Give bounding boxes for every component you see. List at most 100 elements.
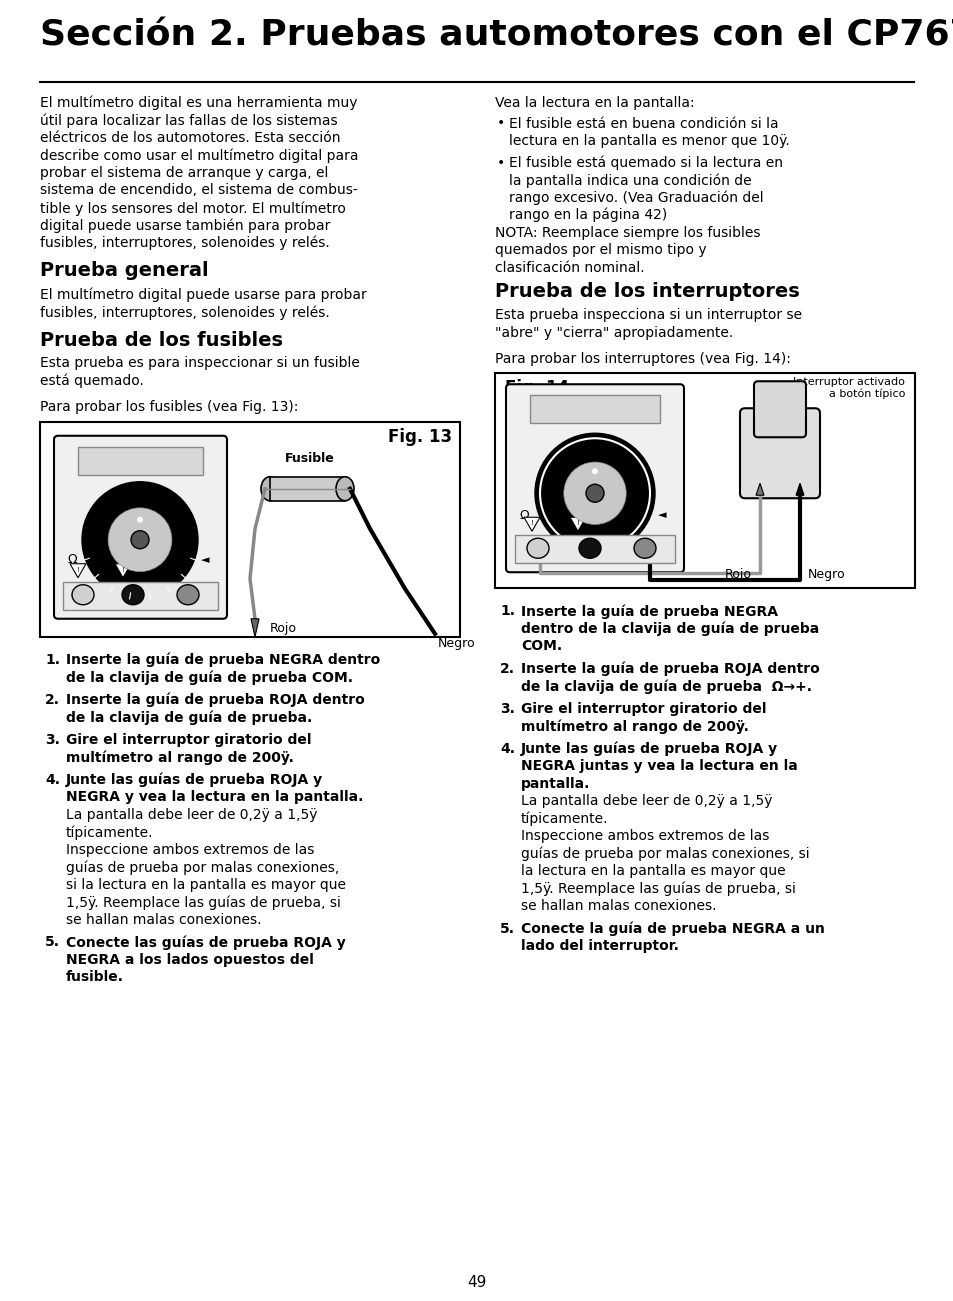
Text: multímetro al rango de 200ÿ.: multímetro al rango de 200ÿ. <box>66 751 294 765</box>
Text: Inserte la guía de prueba NEGRA: Inserte la guía de prueba NEGRA <box>520 604 778 619</box>
Text: Fusible: Fusible <box>285 451 335 464</box>
Text: 2.: 2. <box>45 692 60 706</box>
Text: de la clavija de guía de prueba  Ω→+.: de la clavija de guía de prueba Ω→+. <box>520 679 811 693</box>
Ellipse shape <box>634 539 656 558</box>
FancyBboxPatch shape <box>753 381 805 437</box>
Text: útil para localizar las fallas de los sistemas: útil para localizar las fallas de los si… <box>40 113 337 127</box>
Text: 5.: 5. <box>45 935 60 950</box>
Text: Inserte la guía de prueba NEGRA dentro: Inserte la guía de prueba NEGRA dentro <box>66 653 380 667</box>
Bar <box>270 476 345 501</box>
Polygon shape <box>569 518 585 531</box>
Text: 5.: 5. <box>499 921 515 935</box>
Ellipse shape <box>177 584 199 605</box>
Text: Junte las guías de prueba ROJA y: Junte las guías de prueba ROJA y <box>520 742 778 756</box>
Text: 4.: 4. <box>45 773 60 787</box>
Text: si la lectura en la pantalla es mayor que: si la lectura en la pantalla es mayor qu… <box>66 878 346 891</box>
Text: •: • <box>497 156 505 169</box>
Polygon shape <box>523 518 539 531</box>
Circle shape <box>592 468 598 475</box>
Text: Fig. 13: Fig. 13 <box>388 428 452 446</box>
Text: Conecte las guías de prueba ROJA y: Conecte las guías de prueba ROJA y <box>66 935 345 950</box>
Text: 3.: 3. <box>499 701 515 716</box>
Text: está quemado.: está quemado. <box>40 373 144 389</box>
Text: digital puede usarse también para probar: digital puede usarse también para probar <box>40 219 330 233</box>
Text: Negro: Negro <box>807 569 844 582</box>
Text: describe como usar el multímetro digital para: describe como usar el multímetro digital… <box>40 148 358 163</box>
Circle shape <box>131 531 149 549</box>
Text: tible y los sensores del motor. El multímetro: tible y los sensores del motor. El multí… <box>40 200 346 216</box>
Text: Rojo: Rojo <box>270 622 296 635</box>
Text: Junte las guías de prueba ROJA y: Junte las guías de prueba ROJA y <box>66 773 323 787</box>
Text: Gire el interruptor giratorio del: Gire el interruptor giratorio del <box>520 701 765 716</box>
Polygon shape <box>795 483 803 496</box>
Text: !: ! <box>76 567 79 572</box>
Text: Inspeccione ambos extremos de las: Inspeccione ambos extremos de las <box>520 829 768 843</box>
Polygon shape <box>251 619 258 636</box>
Text: NEGRA a los lados opuestos del: NEGRA a los lados opuestos del <box>66 952 314 967</box>
Ellipse shape <box>71 584 94 605</box>
Text: NEGRA juntas y vea la lectura en la: NEGRA juntas y vea la lectura en la <box>520 760 797 773</box>
Text: Prueba de los interruptores: Prueba de los interruptores <box>495 282 799 301</box>
Circle shape <box>585 484 603 502</box>
Text: Esta prueba es para inspeccionar si un fusible: Esta prueba es para inspeccionar si un f… <box>40 356 359 371</box>
Bar <box>495 373 914 588</box>
Text: lado del interruptor.: lado del interruptor. <box>520 939 679 954</box>
FancyBboxPatch shape <box>54 436 227 619</box>
Text: Inserte la guía de prueba ROJA dentro: Inserte la guía de prueba ROJA dentro <box>520 662 819 677</box>
Text: Negro: Negro <box>437 636 476 649</box>
Circle shape <box>137 516 143 523</box>
Text: El multímetro digital es una herramienta muy: El multímetro digital es una herramienta… <box>40 96 357 111</box>
Text: !: ! <box>530 520 533 526</box>
Text: clasificación nominal.: clasificación nominal. <box>495 260 644 275</box>
Text: guías de prueba por malas conexiones, si: guías de prueba por malas conexiones, si <box>520 847 809 861</box>
Ellipse shape <box>261 476 278 501</box>
Text: fusibles, interruptores, solenoides y relés.: fusibles, interruptores, solenoides y re… <box>40 304 330 320</box>
Text: NOTA: Reemplace siempre los fusibles: NOTA: Reemplace siempre los fusibles <box>495 225 760 239</box>
Text: 1.: 1. <box>499 604 515 618</box>
Text: Inspeccione ambos extremos de las: Inspeccione ambos extremos de las <box>66 843 314 857</box>
Text: La pantalla debe leer de 0,2ÿ a 1,5ÿ: La pantalla debe leer de 0,2ÿ a 1,5ÿ <box>66 808 317 822</box>
Bar <box>40 422 459 636</box>
Text: Sección 2. Pruebas automotores con el CP7676: Sección 2. Pruebas automotores con el CP… <box>40 18 953 52</box>
Text: probar el sistema de arranque y carga, el: probar el sistema de arranque y carga, e… <box>40 167 328 180</box>
Text: "abre" y "cierra" apropiadamente.: "abre" y "cierra" apropiadamente. <box>495 325 733 340</box>
Text: •: • <box>497 117 505 130</box>
Text: Para probar los interruptores (vea Fig. 14):: Para probar los interruptores (vea Fig. … <box>495 351 790 366</box>
Text: +: + <box>143 570 152 580</box>
Text: 1,5ÿ. Reemplace las guías de prueba, si: 1,5ÿ. Reemplace las guías de prueba, si <box>520 882 795 896</box>
FancyBboxPatch shape <box>505 384 683 572</box>
FancyBboxPatch shape <box>740 409 820 498</box>
Text: de la clavija de guía de prueba.: de la clavija de guía de prueba. <box>66 710 312 725</box>
Text: sistema de encendido, el sistema de combus-: sistema de encendido, el sistema de comb… <box>40 183 357 198</box>
Text: Fig. 14: Fig. 14 <box>504 380 569 397</box>
Text: fusibles, interruptores, solenoides y relés.: fusibles, interruptores, solenoides y re… <box>40 235 330 251</box>
Bar <box>63 582 218 610</box>
Text: típicamente.: típicamente. <box>66 825 153 839</box>
Text: ◄: ◄ <box>201 554 210 565</box>
Text: eléctricos de los automotores. Esta sección: eléctricos de los automotores. Esta secc… <box>40 131 340 144</box>
Ellipse shape <box>578 539 600 558</box>
Text: fusible.: fusible. <box>66 971 124 985</box>
Text: El fusible está quemado si la lectura en: El fusible está quemado si la lectura en <box>509 156 782 170</box>
Bar <box>78 446 203 475</box>
Text: 4.: 4. <box>499 742 515 756</box>
Text: Prueba general: Prueba general <box>40 262 209 281</box>
Text: se hallan malas conexiones.: se hallan malas conexiones. <box>520 899 716 913</box>
Text: !: ! <box>576 520 578 526</box>
Circle shape <box>108 507 172 571</box>
Polygon shape <box>115 563 131 578</box>
Text: de la clavija de guía de prueba COM.: de la clavija de guía de prueba COM. <box>66 670 353 684</box>
Text: Rojo: Rojo <box>724 569 751 582</box>
Text: La pantalla debe leer de 0,2ÿ a 1,5ÿ: La pantalla debe leer de 0,2ÿ a 1,5ÿ <box>520 794 772 808</box>
Text: típicamente.: típicamente. <box>520 812 608 826</box>
Circle shape <box>563 462 625 524</box>
Text: multímetro al rango de 200ÿ.: multímetro al rango de 200ÿ. <box>520 719 748 734</box>
Text: dentro de la clavija de guía de prueba: dentro de la clavija de guía de prueba <box>520 622 819 636</box>
Text: quemados por el mismo tipo y: quemados por el mismo tipo y <box>495 243 706 258</box>
Circle shape <box>82 481 198 597</box>
Text: guías de prueba por malas conexiones,: guías de prueba por malas conexiones, <box>66 860 339 874</box>
Text: rango en la página 42): rango en la página 42) <box>509 208 666 222</box>
Ellipse shape <box>122 584 144 605</box>
Text: Vea la lectura en la pantalla:: Vea la lectura en la pantalla: <box>495 96 694 111</box>
Circle shape <box>535 433 655 553</box>
